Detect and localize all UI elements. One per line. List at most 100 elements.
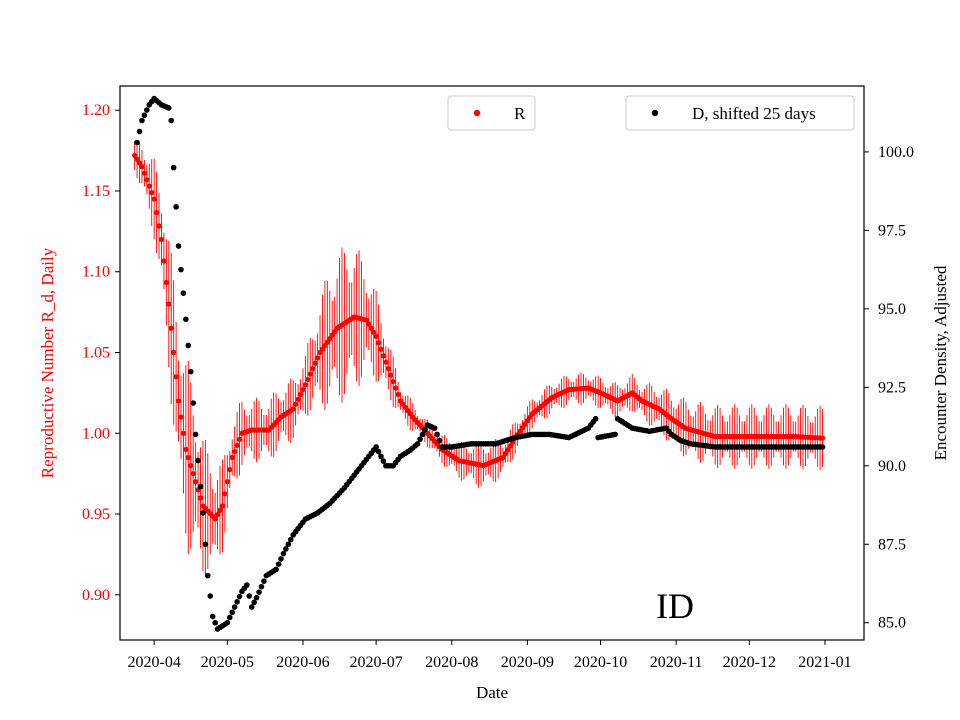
d-point	[436, 437, 443, 444]
y-right-tick-label: 95.0	[878, 301, 906, 318]
legend-r-box	[447, 95, 536, 131]
y-right-tick-label: 100.0	[878, 144, 914, 161]
r-point	[222, 491, 228, 497]
d-point	[192, 431, 199, 438]
y-right-tick-label: 85.0	[878, 615, 906, 632]
d-point	[175, 243, 182, 249]
r-point	[136, 160, 143, 166]
r-point	[310, 366, 316, 372]
r-point	[219, 503, 226, 509]
y-left-tick-label: 0.95	[82, 506, 110, 523]
d-point	[136, 128, 143, 135]
r-point	[151, 196, 157, 202]
r-point	[234, 442, 240, 448]
legend-r-label: R	[514, 104, 526, 123]
r-point	[185, 454, 191, 461]
r-error-bars	[134, 140, 823, 578]
d-point	[173, 204, 179, 210]
d-point	[261, 578, 267, 584]
y-left-tick-label: 1.20	[82, 102, 110, 119]
d-point	[256, 589, 262, 595]
r-point	[293, 401, 299, 407]
r-point	[383, 359, 389, 365]
y-right-tick-label: 90.0	[878, 458, 906, 475]
d-point	[417, 436, 423, 442]
r-point	[295, 396, 301, 402]
r-point	[378, 346, 384, 352]
x-tick-label: 2020-05	[201, 654, 254, 671]
d-point	[422, 426, 428, 433]
r-point	[163, 279, 169, 286]
y-right-tick-label: 87.5	[878, 536, 906, 553]
r-point	[134, 156, 140, 162]
d-series	[134, 95, 826, 632]
legend-d: D, shifted 25 days	[625, 95, 855, 131]
d-point	[434, 431, 440, 438]
r-point	[161, 258, 167, 264]
d-point	[592, 415, 599, 422]
r-point	[371, 329, 377, 335]
d-point	[278, 556, 284, 562]
r-point	[388, 372, 394, 378]
r-point	[212, 516, 218, 522]
r-point	[236, 436, 243, 442]
r-point	[373, 333, 379, 339]
r-point	[300, 387, 306, 393]
x-tick-label: 2020-11	[650, 654, 703, 671]
d-point	[209, 613, 216, 620]
r-point	[188, 462, 194, 469]
r-point	[307, 371, 313, 377]
r-point	[217, 507, 223, 513]
d-point	[273, 566, 279, 573]
d-point	[258, 583, 265, 590]
d-point	[287, 536, 294, 543]
d-point	[378, 453, 384, 460]
r-point	[314, 355, 321, 361]
r-series	[132, 152, 826, 522]
r-point	[153, 209, 160, 216]
y-left-axis-label: Reproductive Number R_d, Daily	[38, 247, 57, 478]
x-tick-label: 2020-10	[574, 654, 627, 671]
r-point	[171, 349, 177, 356]
r-point	[214, 511, 221, 518]
r-point	[168, 325, 174, 331]
y-left-axis-ticks: 0.90 0.95 1.00 1.05 1.10 1.15 1.20	[82, 102, 120, 604]
r-point	[175, 398, 182, 404]
r-point	[149, 190, 155, 196]
d-point	[197, 483, 204, 490]
r-point	[144, 177, 150, 183]
x-tick-label: 2020-07	[349, 654, 402, 671]
d-point	[144, 107, 150, 113]
r-point	[193, 479, 199, 485]
r-point	[393, 385, 399, 391]
d-point	[205, 572, 211, 579]
d-point	[178, 266, 184, 273]
y-right-axis-ticks: 85.0 87.5 90.0 92.5 95.0 97.5 100.0	[864, 144, 914, 632]
d-point	[170, 164, 177, 171]
r-point	[366, 321, 372, 327]
r-point	[132, 152, 138, 159]
d-point	[226, 614, 233, 621]
d-point	[195, 457, 201, 464]
x-tick-label: 2020-08	[425, 654, 478, 671]
d-point	[275, 561, 282, 567]
d-point	[612, 431, 618, 438]
r-point	[312, 360, 318, 366]
r-point	[380, 353, 387, 359]
d-point	[141, 112, 148, 119]
d-point	[251, 599, 257, 606]
d-point	[283, 546, 289, 552]
d-point	[231, 604, 238, 610]
r-point	[305, 376, 311, 383]
d-point	[190, 400, 196, 406]
r-point	[180, 430, 187, 436]
r-point	[375, 340, 382, 346]
d-point	[280, 550, 287, 557]
d-point	[200, 510, 206, 516]
r-point	[178, 414, 184, 420]
d-point	[419, 431, 426, 438]
r-point	[385, 366, 391, 372]
x-tick-label: 2020-09	[501, 654, 554, 671]
r-point	[819, 435, 826, 441]
d-point	[234, 599, 240, 605]
